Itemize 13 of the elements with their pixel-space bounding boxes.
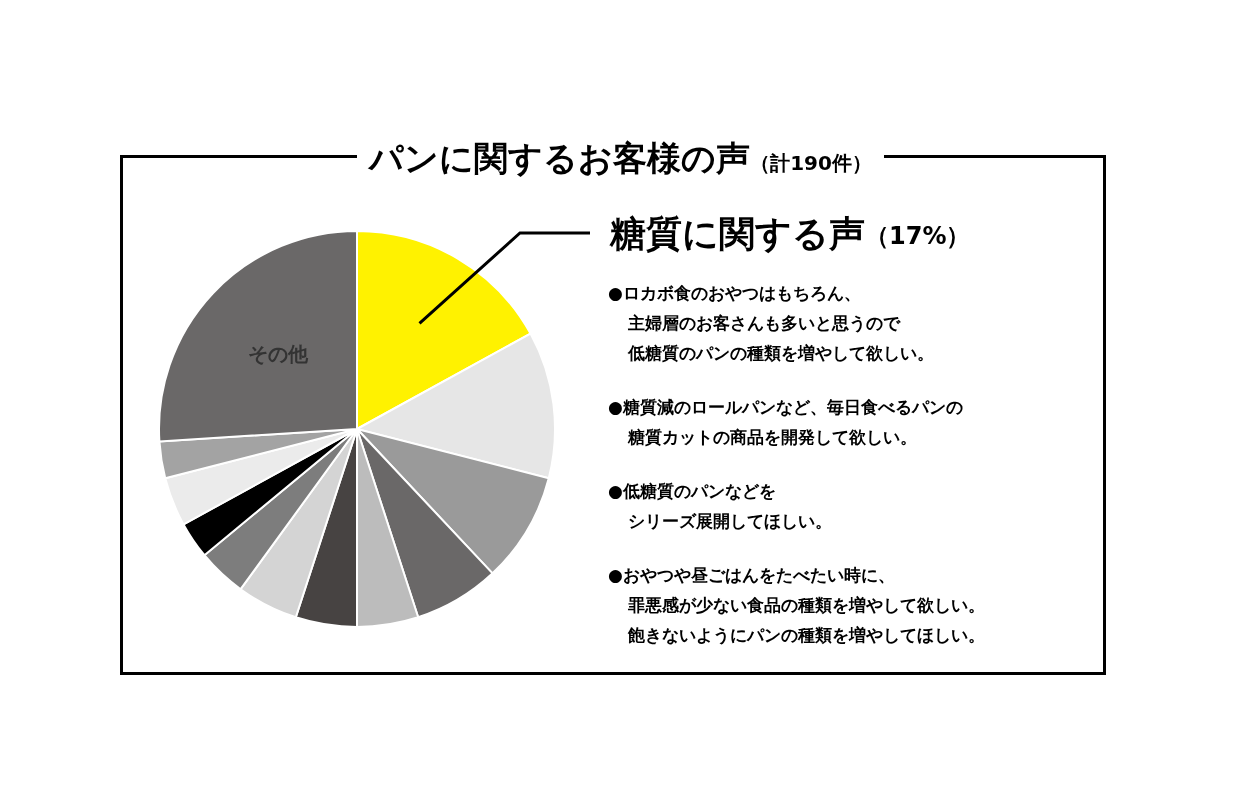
text: 飽きないようにパンの種類を増やしてほしい。 <box>627 624 986 647</box>
text: シリーズ展開してほしい。 <box>627 510 833 533</box>
text: ●低糖質のパンなどを <box>608 480 777 503</box>
text: 糖質カットの商品を開発して欲しい。 <box>626 426 918 449</box>
text: 主婦層のお客さんも多いと思うので <box>627 312 902 335</box>
text: 低糖質のパンの種類を増やして欲しい。 <box>627 342 935 365</box>
text: ●おやつや昼ごはんをたべたい時に、 <box>608 564 896 587</box>
chart-subtitle: （計190件） <box>750 151 872 175</box>
text: ●糖質減のロールパンなど、毎日食べるパンの <box>608 396 964 419</box>
data-label: （17%） <box>865 222 971 250</box>
slice-label: その他 <box>247 342 309 367</box>
text: ●ロカボ食のおやつはもちろん、 <box>608 282 862 305</box>
text: 罪悪感が少ない食品の種類を増やして欲しい。 <box>627 594 986 617</box>
